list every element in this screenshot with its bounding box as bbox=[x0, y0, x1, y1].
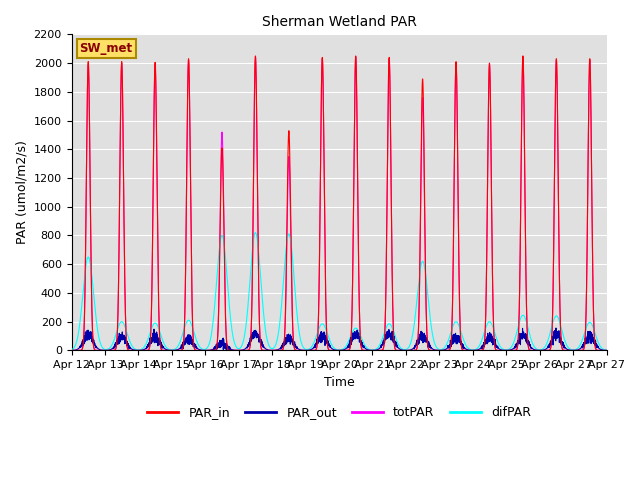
X-axis label: Time: Time bbox=[324, 376, 355, 389]
Legend: PAR_in, PAR_out, totPAR, difPAR: PAR_in, PAR_out, totPAR, difPAR bbox=[142, 401, 536, 424]
Title: Sherman Wetland PAR: Sherman Wetland PAR bbox=[262, 15, 417, 29]
Y-axis label: PAR (umol/m2/s): PAR (umol/m2/s) bbox=[15, 141, 28, 244]
Text: SW_met: SW_met bbox=[79, 42, 132, 55]
